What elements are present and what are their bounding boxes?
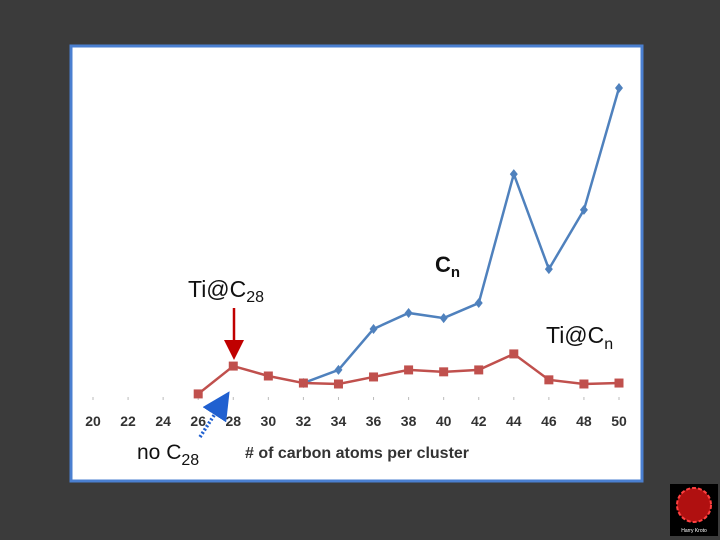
series-label: Ti@Cn <box>546 322 613 353</box>
x-tick-label: 20 <box>85 413 101 429</box>
x-tick-label: 22 <box>120 413 136 429</box>
marker <box>509 349 519 359</box>
x-tick-label: 40 <box>436 413 452 429</box>
marker <box>369 323 378 334</box>
marker <box>298 378 308 388</box>
marker <box>404 365 414 375</box>
marker <box>193 389 203 399</box>
marker <box>439 313 448 324</box>
x-tick-label: 30 <box>261 413 277 429</box>
marker <box>334 364 343 375</box>
marker <box>474 365 484 375</box>
x-tick-label: 38 <box>401 413 417 429</box>
series-line <box>302 87 621 385</box>
annotation: Ti@C28 <box>188 276 264 306</box>
marker <box>544 375 554 385</box>
marker <box>263 371 273 381</box>
x-tick-label: 48 <box>576 413 592 429</box>
x-axis-label: # of carbon atoms per cluster <box>245 445 469 462</box>
marker <box>333 379 343 389</box>
marker <box>544 264 553 275</box>
annotation-arrow <box>198 391 230 438</box>
x-tick-label: 50 <box>611 413 627 429</box>
marker <box>369 372 379 382</box>
x-tick-label: 24 <box>155 413 171 429</box>
plot: 20 22 24 26 28 30 32 34 36 38 40 42 44 46 48 50 <box>85 83 627 429</box>
series-label: Cn <box>435 252 460 281</box>
marker <box>579 379 589 389</box>
x-tick-label: 44 <box>506 413 522 429</box>
marker <box>228 361 238 371</box>
annotation: no C28 <box>137 441 199 469</box>
logo-text: Harry Kroto <box>681 528 707 534</box>
x-tick-label: 42 <box>471 413 487 429</box>
marker <box>404 307 413 318</box>
marker <box>509 169 518 180</box>
x-tick-label: 32 <box>296 413 312 429</box>
x-tick-label: 34 <box>331 413 347 429</box>
x-tick-label: 26 <box>190 413 206 429</box>
x-tick-label: 46 <box>541 413 557 429</box>
marker <box>474 298 483 309</box>
marker <box>615 83 623 93</box>
marker <box>439 367 449 377</box>
marker <box>614 378 624 388</box>
marker <box>579 204 588 215</box>
x-tick-label: 36 <box>366 413 382 429</box>
x-tick-label: 28 <box>225 413 241 429</box>
logo-icon <box>676 487 712 523</box>
